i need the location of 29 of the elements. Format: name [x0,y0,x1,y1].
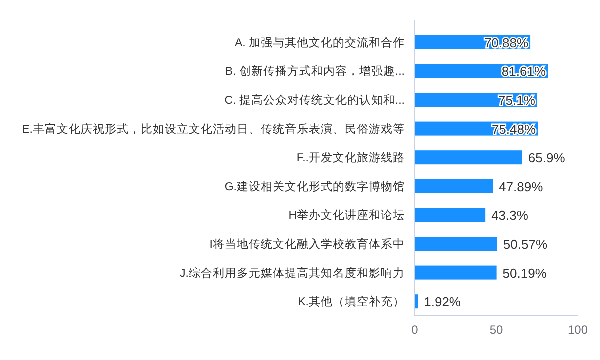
bar [415,179,494,194]
y-tick-label: I将当地传统文化融入学校教育体系中 [210,237,405,251]
bar [415,266,497,280]
data-label: 70.88% [484,35,529,50]
bar [415,150,522,165]
data-label: 43.3% [492,208,529,224]
data-label: 50.19% [502,266,548,281]
x-tick-label: 50 [490,323,504,337]
y-tick-label: A. 加强与其他文化的交流和合作 [234,35,405,50]
data-label: 81.61% [502,64,546,80]
y-tick-label: E.丰富文化庆祝形式，比如设立文化活动日、传统音乐表演、民俗游戏等 [22,122,405,136]
y-tick-label: H举办文化讲座和论坛 [288,208,405,222]
bar [415,294,418,309]
data-label: 50.57% [503,237,548,252]
x-tick-label: 0 [412,323,419,337]
y-tick-label: B. 创新传播方式和内容，增强趣... [225,64,405,78]
y-tick-label: K.其他（填空补充） [298,294,405,309]
data-label: 75.1% [498,93,536,108]
data-label: 1.92% [424,294,462,310]
x-tick-label: 100 [568,323,588,337]
bar [415,237,498,251]
data-label: 47.89% [499,179,544,194]
bar [415,208,486,222]
data-label: 65.9% [528,150,566,166]
y-tick-label: C. 提高公众对传统文化的认知和... [224,93,405,107]
y-tick-label: F..开发文化旅游线路 [296,150,405,165]
y-tick-label: J.综合利用多元媒体提高其知名度和影响力 [180,266,405,280]
data-label: 75.48% [492,122,536,137]
y-tick-label: G.建设相关文化形式的数字博物馆 [224,179,405,194]
